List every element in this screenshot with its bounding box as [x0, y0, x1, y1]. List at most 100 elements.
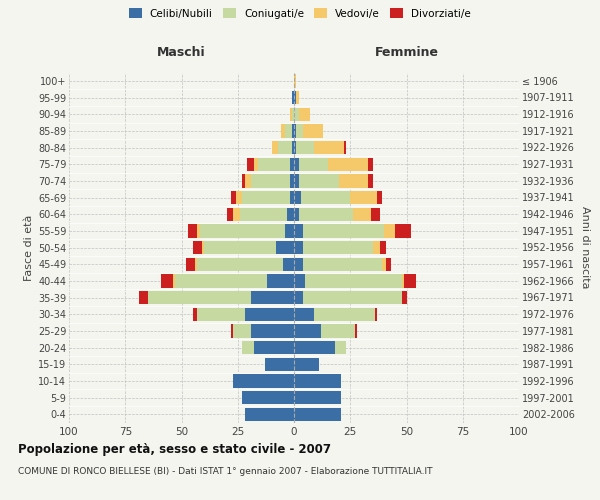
- Bar: [395, 224, 411, 237]
- Bar: [294, 224, 303, 237]
- Bar: [173, 274, 175, 287]
- Bar: [299, 158, 328, 171]
- Bar: [258, 158, 290, 171]
- Bar: [251, 291, 294, 304]
- Bar: [380, 241, 386, 254]
- Bar: [197, 308, 245, 321]
- Bar: [139, 291, 148, 304]
- Bar: [350, 191, 377, 204]
- Text: COMUNE DI RONCO BIELLESE (BI) - Dati ISTAT 1° gennaio 2007 - Elaborazione TUTTIT: COMUNE DI RONCO BIELLESE (BI) - Dati IST…: [18, 468, 433, 476]
- Bar: [353, 208, 371, 221]
- Bar: [296, 141, 314, 154]
- Bar: [296, 91, 299, 104]
- Bar: [294, 358, 319, 371]
- Bar: [321, 324, 355, 338]
- Bar: [294, 208, 299, 221]
- Bar: [299, 208, 353, 221]
- Bar: [294, 274, 305, 287]
- Bar: [245, 174, 251, 188]
- Bar: [292, 141, 294, 154]
- Bar: [328, 158, 368, 171]
- Bar: [294, 308, 314, 321]
- Bar: [242, 341, 254, 354]
- Bar: [314, 141, 343, 154]
- Bar: [294, 391, 341, 404]
- Bar: [267, 274, 294, 287]
- Bar: [294, 158, 299, 171]
- Bar: [294, 124, 296, 138]
- Bar: [245, 408, 294, 421]
- Bar: [195, 258, 197, 271]
- Bar: [287, 208, 294, 221]
- Bar: [339, 174, 368, 188]
- Bar: [299, 108, 310, 121]
- Bar: [294, 258, 303, 271]
- Bar: [294, 108, 299, 121]
- Bar: [276, 241, 294, 254]
- Bar: [294, 74, 296, 88]
- Bar: [281, 124, 285, 138]
- Bar: [368, 158, 373, 171]
- Bar: [251, 324, 294, 338]
- Bar: [294, 141, 296, 154]
- Bar: [197, 224, 199, 237]
- Bar: [271, 141, 278, 154]
- Bar: [303, 291, 402, 304]
- Bar: [148, 291, 251, 304]
- Bar: [301, 191, 350, 204]
- Bar: [402, 291, 407, 304]
- Bar: [294, 241, 303, 254]
- Bar: [265, 358, 294, 371]
- Bar: [235, 191, 242, 204]
- Bar: [377, 191, 382, 204]
- Bar: [188, 224, 197, 237]
- Y-axis label: Fasce di età: Fasce di età: [23, 214, 34, 280]
- Bar: [197, 258, 283, 271]
- Bar: [278, 141, 292, 154]
- Bar: [294, 374, 341, 388]
- Bar: [384, 224, 395, 237]
- Bar: [231, 324, 233, 338]
- Bar: [204, 241, 276, 254]
- Bar: [371, 208, 380, 221]
- Bar: [254, 341, 294, 354]
- Bar: [242, 191, 290, 204]
- Bar: [368, 174, 373, 188]
- Bar: [202, 241, 204, 254]
- Y-axis label: Anni di nascita: Anni di nascita: [580, 206, 590, 288]
- Bar: [242, 391, 294, 404]
- Bar: [355, 324, 357, 338]
- Bar: [299, 174, 339, 188]
- Bar: [231, 191, 235, 204]
- Bar: [290, 191, 294, 204]
- Bar: [343, 141, 346, 154]
- Bar: [193, 241, 202, 254]
- Bar: [242, 174, 245, 188]
- Bar: [404, 274, 415, 287]
- Bar: [296, 124, 303, 138]
- Bar: [373, 241, 380, 254]
- Bar: [294, 324, 321, 338]
- Bar: [292, 108, 294, 121]
- Bar: [294, 174, 299, 188]
- Bar: [245, 308, 294, 321]
- Bar: [303, 224, 384, 237]
- Bar: [382, 258, 386, 271]
- Bar: [294, 341, 335, 354]
- Text: Maschi: Maschi: [157, 46, 206, 59]
- Bar: [227, 208, 233, 221]
- Bar: [305, 274, 402, 287]
- Bar: [247, 158, 254, 171]
- Bar: [193, 308, 197, 321]
- Legend: Celibi/Nubili, Coniugati/e, Vedovi/e, Divorziati/e: Celibi/Nubili, Coniugati/e, Vedovi/e, Di…: [126, 5, 474, 21]
- Bar: [161, 274, 173, 287]
- Bar: [283, 258, 294, 271]
- Bar: [335, 341, 346, 354]
- Bar: [292, 91, 294, 104]
- Bar: [254, 158, 258, 171]
- Bar: [314, 308, 375, 321]
- Bar: [199, 224, 285, 237]
- Text: Popolazione per età, sesso e stato civile - 2007: Popolazione per età, sesso e stato civil…: [18, 442, 331, 456]
- Bar: [303, 124, 323, 138]
- Bar: [294, 191, 301, 204]
